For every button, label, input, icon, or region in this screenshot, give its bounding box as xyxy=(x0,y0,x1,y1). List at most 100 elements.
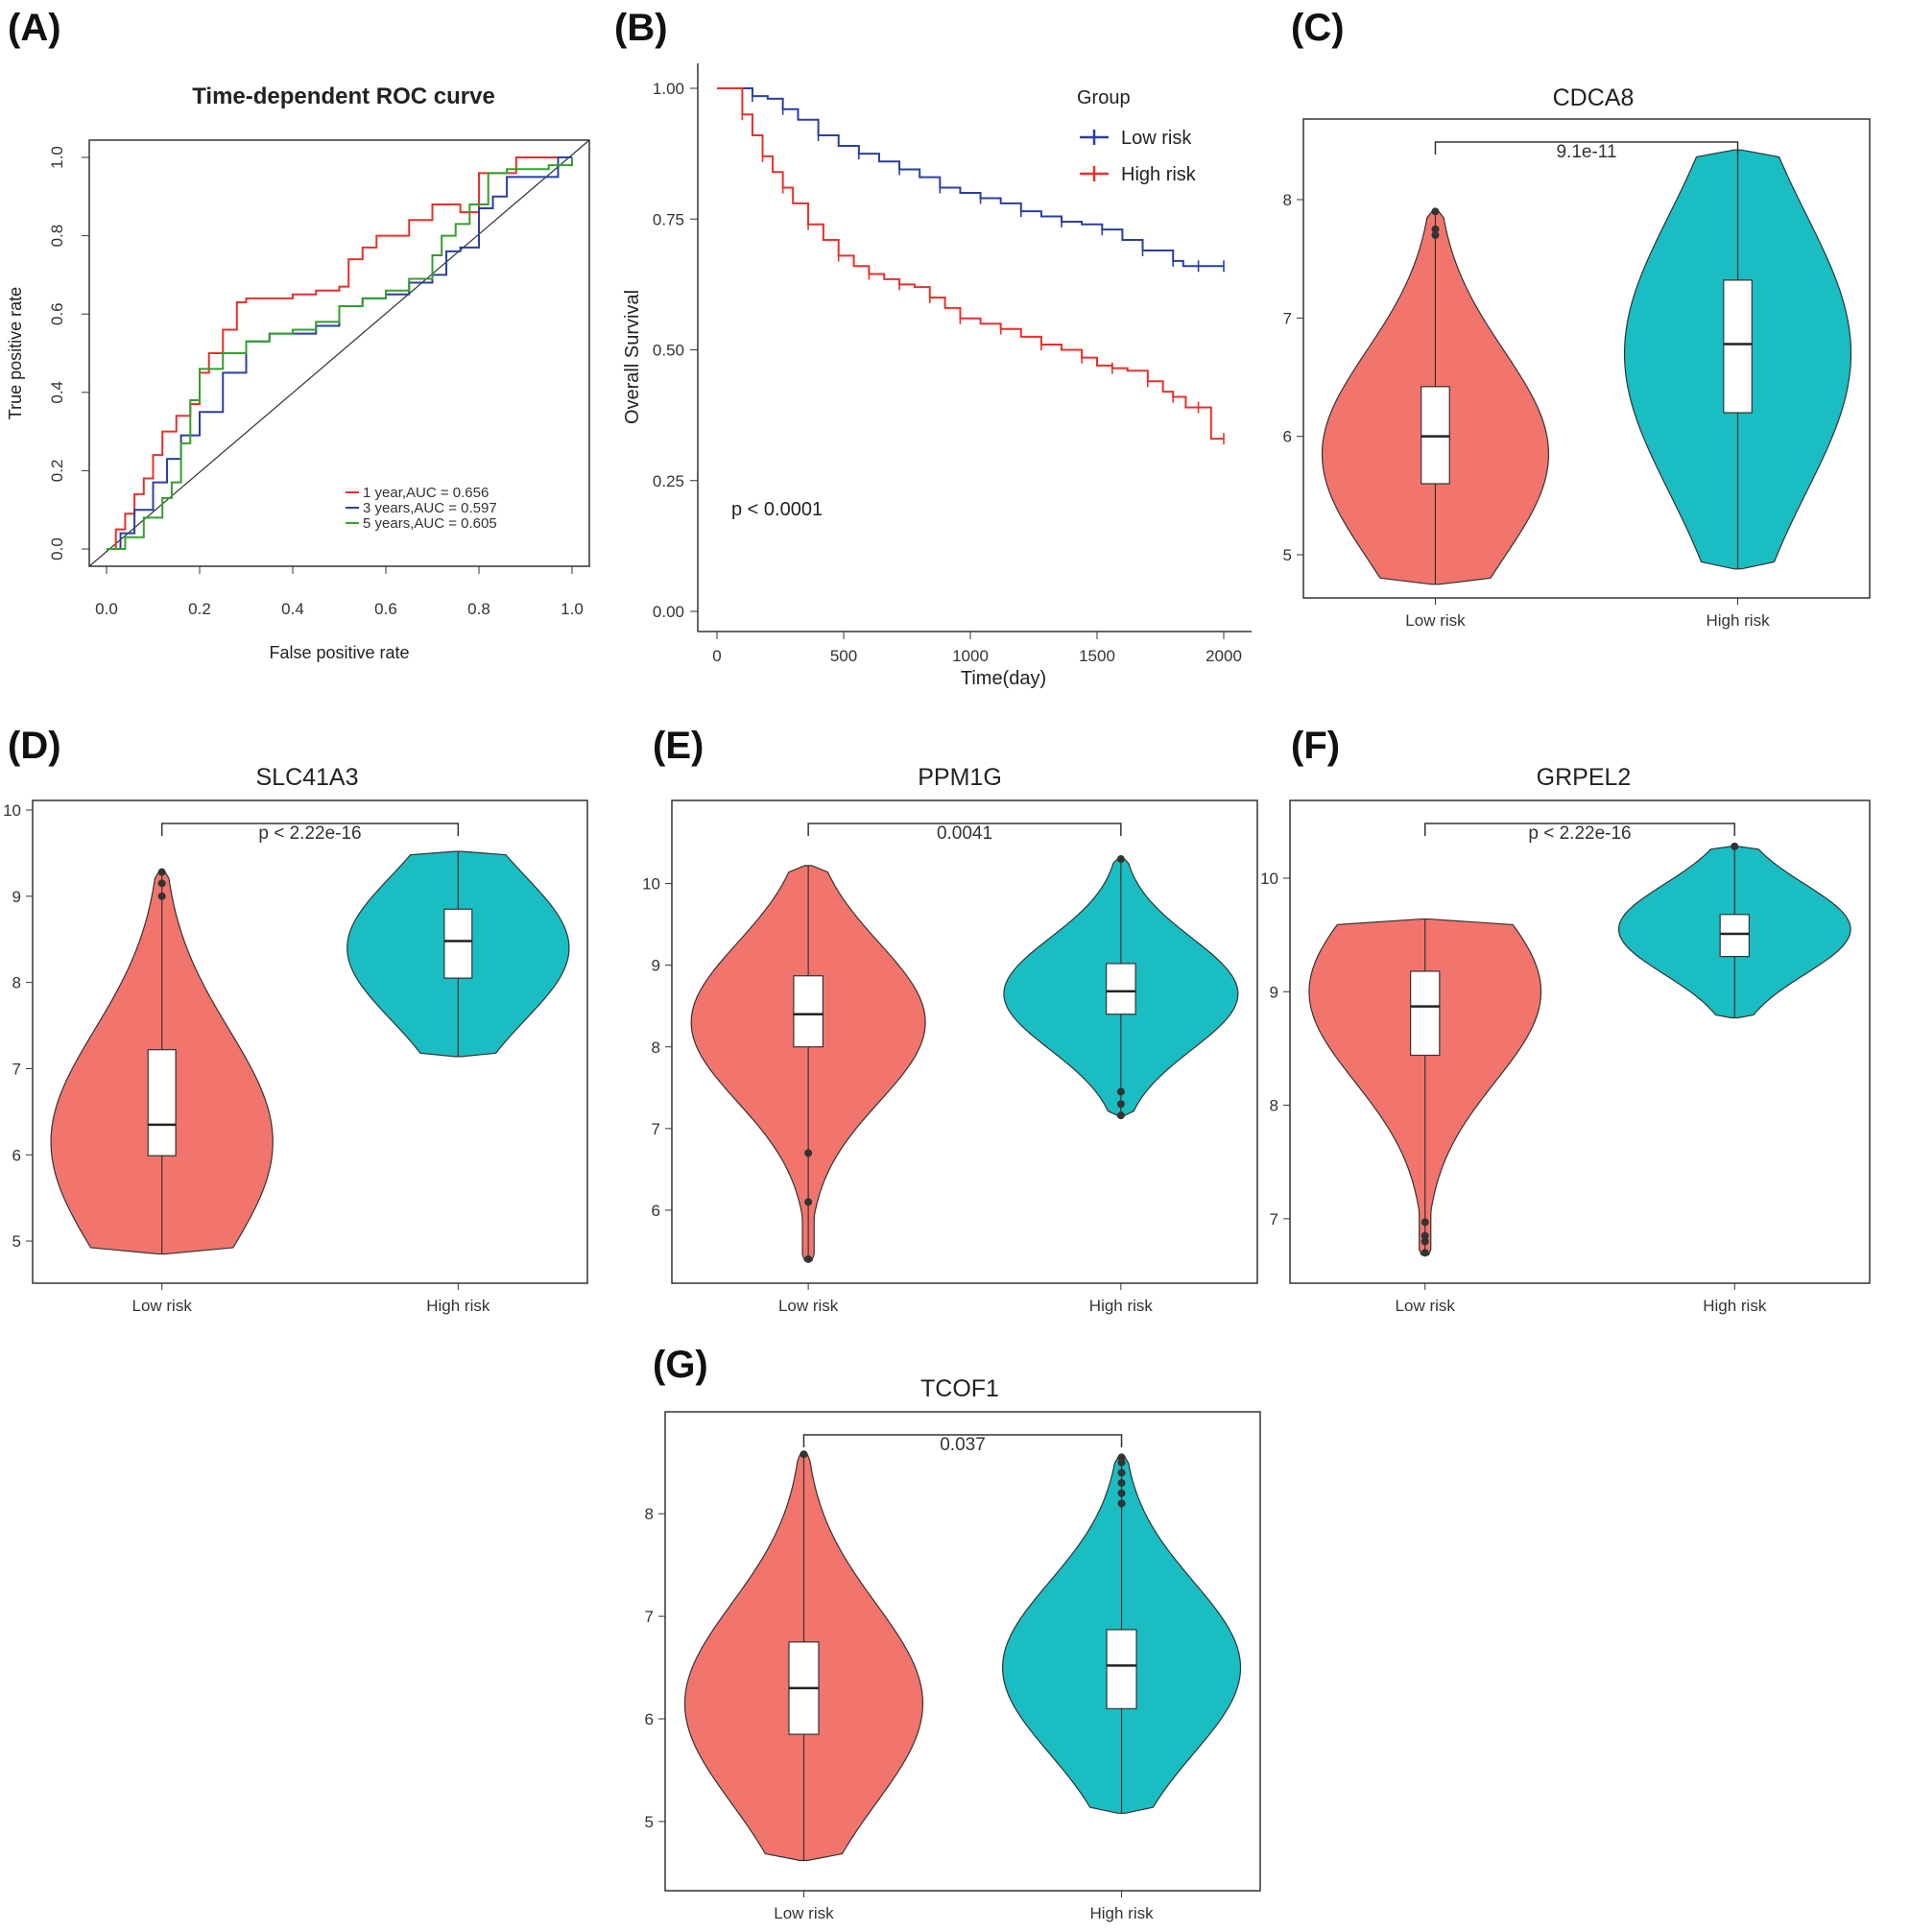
km-legend-title: Group xyxy=(1077,87,1131,108)
km-pvalue: p < 0.0001 xyxy=(731,499,823,520)
violin-x-tick-label-low: Low risk xyxy=(1405,611,1466,630)
violin-significance-bracket xyxy=(160,823,460,836)
panel-e: (E) PPM1G 6 7 8 9 10 Low risk High risk 0.0041 xyxy=(642,725,1258,1315)
roc-x-axis-label: False positive rate xyxy=(269,643,409,662)
violin-title: SLC41A3 xyxy=(255,764,358,791)
violin-y-tick-label: 10 xyxy=(3,801,21,820)
violin-outlier-low xyxy=(1421,1231,1429,1240)
roc-y-tick-label: 0.4 xyxy=(48,381,66,404)
violin-x-tick-label-high: High risk xyxy=(1706,611,1770,630)
violin-outlier-high xyxy=(1116,1087,1125,1096)
roc-legend-entry: 3 years,AUC = 0.597 xyxy=(363,500,497,516)
violin-box-low xyxy=(1410,970,1441,1057)
violin-outlier-high xyxy=(1116,855,1125,864)
violin-x-tick-label-high: High risk xyxy=(1089,1297,1154,1315)
violin-y-tick-label: 10 xyxy=(642,875,660,894)
violin-y-tick-label: 7 xyxy=(652,1120,660,1138)
violin-significance-bracket xyxy=(1423,823,1736,836)
violin-box-high xyxy=(1723,279,1753,414)
violin-outlier-high xyxy=(1731,842,1739,850)
km-x-tick-label: 500 xyxy=(830,647,857,665)
violin-y-tick-label: 6 xyxy=(1283,428,1292,446)
km-x-axis-label: Time(day) xyxy=(961,668,1046,689)
violin-outlier-low xyxy=(1431,225,1440,233)
panel-letter-b: (B) xyxy=(614,7,668,49)
roc-y-tick-label: 0.2 xyxy=(48,460,66,483)
violin-outlier-high xyxy=(1117,1489,1126,1497)
violin-outlier-low xyxy=(1431,231,1440,239)
violin-pvalue: p < 2.22e-16 xyxy=(258,823,361,844)
violin-y-tick-label: 9 xyxy=(652,957,660,975)
roc-title: Time-dependent ROC curve xyxy=(192,83,495,109)
violin-pvalue: p < 2.22e-16 xyxy=(1528,823,1631,844)
roc-curve-1 xyxy=(107,156,572,550)
violin-outlier-low xyxy=(804,1149,813,1157)
km-y-tick-label: 0.25 xyxy=(653,472,684,490)
violin-plot-frame xyxy=(671,799,1258,1284)
violin-y-tick-label: 5 xyxy=(12,1232,21,1251)
violin-y-tick-label: 7 xyxy=(645,1608,654,1626)
roc-diagonal xyxy=(88,139,590,567)
violin-significance-bracket xyxy=(1434,141,1739,155)
roc-x-tick-label: 1.0 xyxy=(561,600,584,618)
panel-letter-a: (A) xyxy=(8,7,61,49)
panel-d: (D) SLC41A3 5 6 7 8 9 10 Low risk High risk p < 2.… xyxy=(3,725,588,1315)
violin-title: TCOF1 xyxy=(920,1375,999,1402)
violin-y-tick-label: 7 xyxy=(1270,1210,1278,1228)
violin-significance-bracket xyxy=(807,823,1122,836)
roc-legend-entry: 5 years,AUC = 0.605 xyxy=(363,515,497,532)
panel-g: (G) TCOF1 5 6 7 8 Low risk High risk 0.037 xyxy=(645,1344,1261,1922)
violin-box-high xyxy=(1106,963,1136,1015)
km-x-tick-label: 2000 xyxy=(1206,647,1242,665)
violin-y-tick-label: 8 xyxy=(1270,1097,1278,1115)
violin-pvalue: 0.037 xyxy=(940,1435,986,1455)
panel-c: (C) CDCA8 5 6 7 8 Low risk High risk 9.1e-11 xyxy=(1283,7,1871,630)
roc-x-tick-label: 0.6 xyxy=(374,600,397,618)
violin-x-tick-label-high: High risk xyxy=(1089,1904,1154,1922)
violin-outlier-high xyxy=(1117,1453,1126,1462)
violin-plot-frame xyxy=(1302,118,1871,599)
violin-y-tick-label: 6 xyxy=(645,1710,654,1729)
violin-box-low xyxy=(147,1049,177,1157)
violin-box-low xyxy=(793,975,824,1048)
panel-f: (F) GRPEL2 7 8 9 10 Low risk High risk p < 2.22e… xyxy=(1260,725,1871,1315)
violin-box-high xyxy=(1106,1629,1137,1709)
roc-x-tick-label: 0.2 xyxy=(188,600,211,618)
panel-b: (B) 0 500 1000 1500 2000 0.00 0.25 0.50 0.75 1.00 T… xyxy=(614,7,1252,689)
violin-outlier-high xyxy=(1116,1111,1125,1120)
violin-outlier-low xyxy=(804,1198,813,1206)
panel-letter-g: (G) xyxy=(653,1344,708,1386)
violin-x-tick-label-low: Low risk xyxy=(778,1297,839,1315)
violin-box-high xyxy=(1719,914,1750,958)
violin-outlier-low xyxy=(1431,207,1440,216)
roc-x-tick-label: 0.0 xyxy=(95,600,118,618)
violin-y-tick-label: 8 xyxy=(652,1038,660,1057)
km-x-tick-label: 1500 xyxy=(1079,647,1115,665)
violin-title: PPM1G xyxy=(918,764,1002,791)
roc-legend-entry: 1 year,AUC = 0.656 xyxy=(363,485,489,501)
violin-plot-frame xyxy=(1289,799,1871,1284)
km-y-tick-label: 0.00 xyxy=(653,603,684,621)
violin-y-tick-label: 7 xyxy=(1283,309,1292,327)
violin-y-tick-label: 8 xyxy=(1283,191,1292,209)
violin-outlier-low xyxy=(157,879,166,888)
roc-y-tick-label: 1.0 xyxy=(48,146,66,169)
km-legend-entry-high: High risk xyxy=(1121,164,1197,185)
violin-y-tick-label: 5 xyxy=(1283,546,1292,564)
violin-outlier-high xyxy=(1117,1479,1126,1488)
roc-x-tick-label: 0.8 xyxy=(467,600,490,618)
violin-outlier-high xyxy=(1117,1499,1126,1508)
violin-y-tick-label: 9 xyxy=(1270,983,1278,1001)
violin-y-tick-label: 6 xyxy=(652,1202,660,1220)
panel-letter-d: (D) xyxy=(8,725,61,767)
violin-y-tick-label: 10 xyxy=(1260,870,1278,888)
violin-pvalue: 9.1e-11 xyxy=(1556,142,1616,162)
panel-letter-c: (C) xyxy=(1291,7,1345,49)
km-x-tick-label: 1000 xyxy=(952,647,989,665)
violin-plot-frame xyxy=(32,799,588,1284)
violin-y-tick-label: 8 xyxy=(645,1505,654,1523)
violin-x-tick-label-low: Low risk xyxy=(774,1904,834,1922)
violin-significance-bracket xyxy=(802,1434,1123,1447)
